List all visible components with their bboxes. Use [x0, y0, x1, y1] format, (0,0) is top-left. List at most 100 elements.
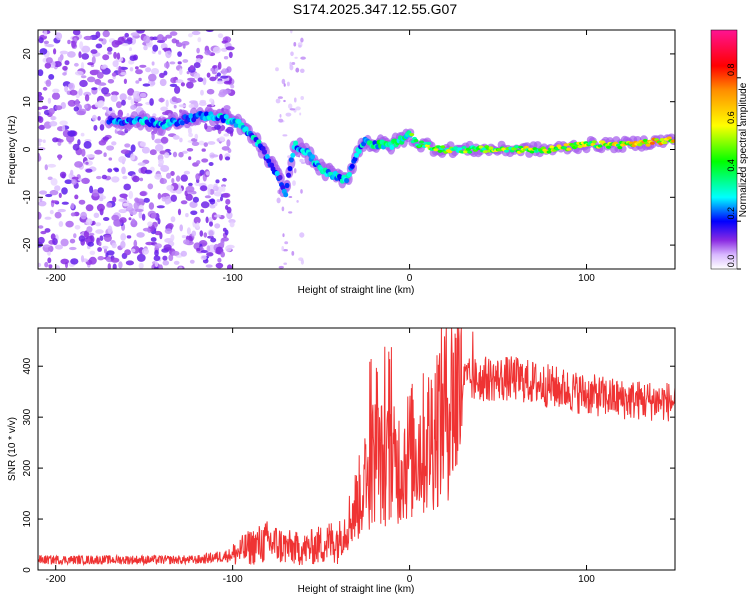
noise-speckle: [87, 62, 94, 66]
noise-speckle: [129, 67, 134, 72]
noise-speckle: [98, 241, 102, 247]
noise-speckle: [65, 220, 74, 228]
spectrogram-heatmap: [38, 30, 675, 269]
noise-speckle: [123, 78, 127, 85]
noise-speckle: [38, 262, 42, 268]
noise-speckle: [196, 47, 200, 54]
noise-speckle: [216, 72, 221, 77]
noise-speckle: [53, 61, 62, 68]
noise-speckle: [60, 258, 69, 265]
noise-speckle: [181, 41, 190, 46]
noise-speckle: [52, 88, 60, 94]
noise-speckle: [99, 235, 104, 241]
x-tick-label: -100: [223, 574, 243, 585]
noise-speckle: [168, 254, 174, 262]
noise-speckle: [192, 196, 199, 203]
noise-speckle: [135, 208, 144, 212]
noise-speckle: [136, 30, 145, 34]
noise-speckle: [47, 163, 57, 168]
noise-speckle: [289, 61, 292, 67]
ridge-point: [349, 163, 355, 169]
ridge-point: [662, 141, 668, 145]
noise-speckle: [80, 75, 87, 79]
noise-speckle: [143, 45, 148, 51]
noise-speckle: [128, 47, 133, 51]
noise-speckle: [111, 72, 117, 77]
x-tick-label: 0: [407, 574, 413, 585]
noise-speckle: [180, 174, 188, 182]
noise-speckle: [73, 106, 80, 112]
noise-speckle: [294, 56, 298, 59]
noise-speckle: [164, 228, 173, 235]
noise-speckle: [83, 104, 89, 109]
noise-speckle: [201, 158, 209, 163]
noise-speckle: [106, 46, 113, 53]
noise-speckle: [78, 88, 83, 96]
noise-speckle: [98, 38, 104, 42]
noise-speckle: [38, 37, 44, 44]
noise-speckle: [97, 256, 105, 261]
y-tick-label: 0: [22, 146, 33, 152]
noise-speckle: [120, 149, 130, 154]
noise-speckle: [185, 213, 189, 218]
noise-speckle: [178, 104, 187, 108]
noise-speckle: [97, 187, 105, 194]
spectrogram-y-axis-label: Frequency (Hz): [7, 116, 18, 185]
noise-speckle: [219, 136, 225, 142]
noise-speckle: [124, 32, 129, 38]
noise-speckle: [296, 200, 299, 203]
ridge-point: [482, 150, 488, 154]
noise-speckle: [180, 200, 188, 205]
noise-speckle: [188, 156, 192, 161]
noise-speckle: [74, 161, 84, 168]
ridge-point: [671, 139, 675, 143]
noise-speckle: [111, 40, 120, 48]
noise-speckle: [221, 68, 228, 75]
noise-speckle: [103, 152, 107, 157]
noise-speckle: [151, 132, 155, 141]
noise-speckle: [49, 121, 58, 127]
noise-speckle: [88, 256, 97, 265]
noise-speckle: [137, 162, 146, 166]
noise-speckle: [40, 230, 47, 235]
noise-speckle: [108, 107, 113, 112]
noise-speckle: [54, 105, 63, 111]
noise-speckle: [288, 103, 293, 109]
noise-speckle: [48, 264, 53, 269]
noise-speckle: [220, 196, 223, 202]
noise-speckle: [169, 31, 178, 36]
noise-speckle: [55, 32, 63, 41]
noise-speckle: [170, 77, 178, 84]
noise-speckle: [112, 263, 117, 269]
noise-speckle: [148, 73, 157, 82]
ridge-point: [188, 113, 194, 119]
noise-speckle: [38, 124, 45, 130]
noise-speckle: [220, 251, 225, 258]
noise-speckle: [102, 30, 110, 38]
noise-speckle: [128, 217, 132, 221]
noise-speckle: [135, 69, 143, 75]
noise-speckle: [294, 97, 297, 103]
noise-speckle: [189, 65, 195, 70]
noise-speckle: [111, 141, 117, 146]
noise-speckle: [51, 200, 59, 204]
noise-speckle: [59, 171, 67, 178]
noise-speckle: [122, 175, 128, 180]
noise-speckle: [84, 94, 90, 102]
noise-speckle: [163, 244, 172, 251]
noise-speckle: [97, 82, 107, 86]
noise-speckle: [188, 104, 195, 109]
noise-speckle: [79, 79, 88, 88]
noise-speckle: [208, 230, 214, 237]
noise-speckle: [89, 185, 94, 194]
noise-speckle: [78, 235, 86, 242]
noise-speckle: [130, 144, 136, 153]
noise-speckle: [275, 67, 279, 72]
noise-speckle: [152, 44, 159, 52]
noise-speckle: [199, 101, 207, 106]
noise-speckle: [162, 111, 169, 116]
noise-speckle: [97, 116, 101, 121]
noise-speckle: [159, 78, 167, 87]
noise-speckle: [177, 208, 182, 216]
noise-speckle: [182, 43, 186, 49]
